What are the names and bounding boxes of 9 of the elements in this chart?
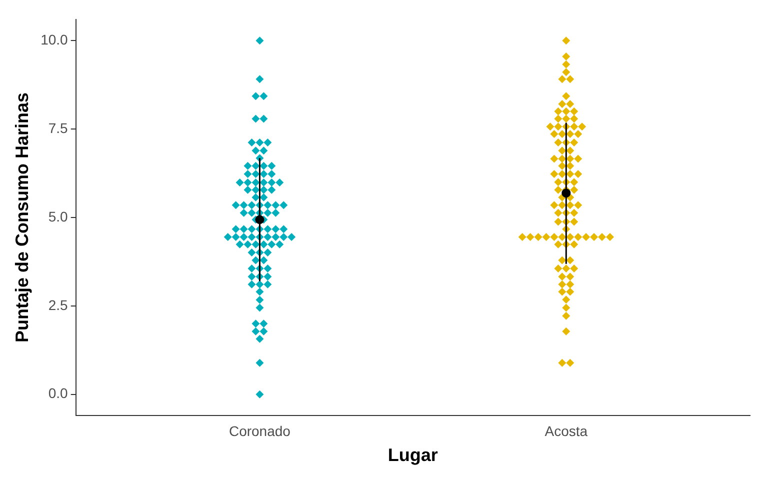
y-tick-label: 10.0	[40, 31, 68, 48]
x-axis-title: Lugar	[388, 445, 438, 466]
x-tick-label: Coronado	[228, 422, 291, 439]
y-tick-label: 5.0	[48, 208, 68, 224]
y-axis-title: Puntaje de Consumo Harinas	[12, 92, 32, 343]
x-tick-label: Acosta	[544, 422, 588, 439]
y-tick-label: 2.5	[48, 296, 68, 313]
y-tick-label: 0.0	[48, 385, 68, 402]
y-tick-label: 7.5	[48, 120, 68, 136]
